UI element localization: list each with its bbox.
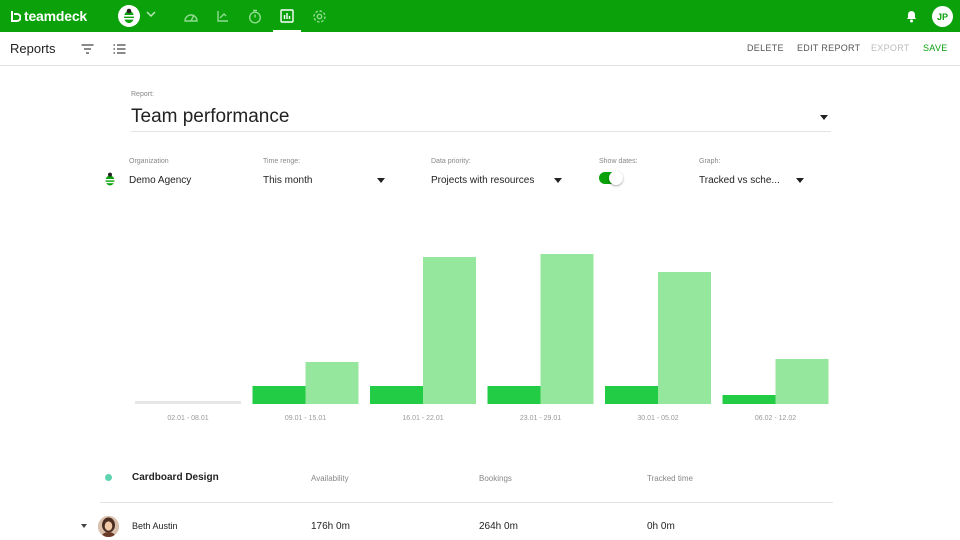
organization-label: Organization [129, 158, 169, 165]
time-range-select[interactable]: This month [263, 175, 313, 186]
group-name: Cardboard Design [132, 472, 219, 483]
report-underline [131, 131, 831, 132]
chart-bar-tracked[interactable] [722, 395, 776, 404]
bookings-cell: 264h 0m [479, 521, 518, 532]
organization-value[interactable]: Demo Agency [129, 175, 192, 186]
data-priority-label: Data priority: [431, 158, 471, 165]
export-button[interactable]: EXPORT [871, 43, 910, 53]
show-dates-toggle[interactable] [599, 171, 623, 185]
dashboard-icon[interactable] [182, 7, 200, 25]
graph-caret-icon[interactable] [796, 178, 804, 183]
expand-row-icon[interactable] [81, 524, 87, 528]
list-icon[interactable] [113, 44, 126, 54]
tracked-time-column-header: Tracked time [647, 474, 693, 483]
bell-icon[interactable] [905, 9, 918, 23]
organization-avatar[interactable] [118, 5, 140, 27]
chart-bar-tracked[interactable] [252, 386, 306, 404]
chart-bar-tracked[interactable] [487, 386, 541, 404]
bee-icon [105, 172, 115, 186]
tracked-vs-scheduled-chart: 02.01 - 08.01 09.01 - 15.01 16.01 - 22.01 2… [135, 254, 829, 422]
top-bar: teamdeck JP [0, 0, 960, 32]
chart-empty-baseline [135, 401, 241, 404]
logo[interactable]: teamdeck [10, 8, 87, 24]
tracked-time-cell: 0h 0m [647, 521, 675, 532]
chart-bar-scheduled[interactable] [305, 362, 359, 404]
page-title: Reports [10, 41, 56, 56]
edit-report-button[interactable]: EDIT REPORT [797, 43, 861, 53]
chart-bar-scheduled[interactable] [423, 257, 476, 404]
graph-label: Graph: [699, 158, 721, 165]
bee-icon [124, 8, 134, 23]
toggle-knob [609, 171, 623, 185]
availability-column-header: Availability [311, 474, 349, 483]
data-priority-select[interactable]: Projects with resources [431, 175, 535, 186]
chart-tick-label: 16.01 - 22.01 [402, 415, 443, 422]
logo-icon [11, 11, 21, 22]
group-color-dot [105, 474, 112, 481]
table-divider [100, 502, 833, 503]
chart-tick-label: 09.01 - 15.01 [285, 415, 326, 422]
avatar [98, 516, 119, 537]
save-button[interactable]: SAVE [923, 43, 948, 53]
bookings-column-header: Bookings [479, 474, 512, 483]
chart-tick-label: 06.02 - 12.02 [755, 415, 796, 422]
planner-icon[interactable] [214, 7, 232, 25]
timer-icon[interactable] [246, 7, 264, 25]
chart-tick-label: 30.01 - 05.02 [637, 415, 678, 422]
report-label: Report: [131, 91, 154, 98]
filter-icon[interactable] [81, 44, 94, 54]
reports-icon[interactable] [273, 7, 301, 32]
settings-icon[interactable] [310, 7, 328, 25]
chart-tick-label: 02.01 - 08.01 [167, 415, 208, 422]
availability-cell: 176h 0m [311, 521, 350, 532]
graph-select[interactable]: Tracked vs sche... [699, 175, 780, 186]
delete-button[interactable]: DELETE [747, 43, 784, 53]
chart-bar-tracked[interactable] [605, 386, 658, 404]
chart-tick-label: 23.01 - 29.01 [520, 415, 561, 422]
chart-bar-scheduled[interactable] [540, 254, 594, 404]
time-range-caret-icon[interactable] [377, 178, 385, 183]
time-range-label: Time renge: [263, 158, 301, 165]
user-avatar[interactable]: JP [932, 6, 953, 27]
report-select[interactable]: Team performance [131, 106, 290, 127]
data-priority-caret-icon[interactable] [554, 178, 562, 183]
show-dates-label: Show dates: [599, 158, 638, 165]
person-name[interactable]: Beth Austin [132, 521, 178, 531]
logo-text: teamdeck [24, 8, 87, 24]
chart-bar-scheduled[interactable] [775, 359, 829, 404]
chart-bar-scheduled[interactable] [658, 272, 711, 404]
chevron-down-icon[interactable] [146, 10, 156, 18]
chart-bar-tracked[interactable] [370, 386, 423, 404]
report-caret-icon[interactable] [820, 115, 828, 120]
reports-header: Reports DELETE EDIT REPORT EXPORT SAVE [0, 32, 960, 66]
